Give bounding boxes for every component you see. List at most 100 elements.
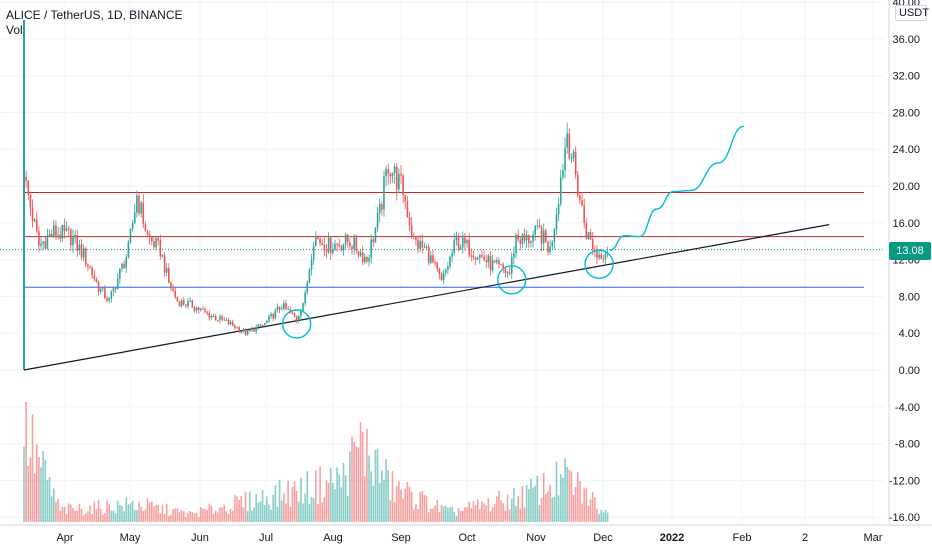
volume-bar: [306, 471, 309, 522]
volume-bar: [359, 422, 362, 522]
candle-body: [447, 266, 449, 270]
candle-body: [65, 228, 68, 231]
volume-bar: [246, 510, 249, 522]
volume-bar: [545, 494, 547, 522]
candle-body: [53, 225, 55, 236]
volume-bar: [329, 467, 332, 522]
candle-body: [496, 260, 498, 263]
candle-body: [370, 239, 372, 258]
price-tick-label: 24.00: [892, 144, 920, 156]
candle-body: [536, 225, 539, 227]
volume-bar: [168, 516, 170, 522]
candle-body: [182, 300, 185, 305]
candle-body: [376, 213, 379, 229]
time-tick-label: Feb: [733, 532, 752, 544]
candle-body: [553, 229, 556, 242]
candle-body: [144, 224, 147, 232]
volume-bar: [234, 495, 236, 522]
candle-body: [346, 234, 349, 243]
candle-body: [534, 225, 536, 235]
volume-bar: [378, 482, 381, 522]
volume-bar: [174, 508, 177, 522]
volume-bar: [476, 499, 479, 522]
candle-body: [55, 225, 57, 236]
candle-body: [398, 173, 400, 190]
candle-body: [257, 324, 260, 328]
volume-bar: [587, 505, 590, 522]
candle-body: [459, 247, 462, 250]
candle-body: [204, 309, 206, 312]
volume-bar: [180, 510, 183, 522]
volume-bar: [500, 500, 502, 522]
price-tick-label: -8.00: [895, 439, 920, 451]
volume-bar: [165, 503, 168, 522]
candle-body: [391, 173, 394, 177]
volume-bar: [323, 497, 326, 522]
volume-bar: [376, 448, 379, 522]
candle-body: [99, 288, 102, 292]
candle-body: [244, 329, 247, 335]
volume-bar: [404, 488, 407, 522]
candle-body: [123, 263, 125, 268]
volume-bar: [76, 510, 79, 522]
candle-body: [332, 249, 334, 253]
candle-body: [591, 239, 594, 250]
volume-bar: [402, 498, 404, 522]
candle-body: [61, 225, 64, 239]
volume-bar: [23, 446, 25, 522]
candle-body: [432, 255, 434, 263]
candle-body: [106, 298, 108, 301]
volume-bar: [395, 486, 398, 522]
candle-body: [285, 303, 287, 309]
candle-body: [551, 241, 554, 247]
volume-bar: [366, 428, 368, 522]
candle-body: [63, 225, 66, 231]
volume-bar: [542, 472, 545, 522]
candle-body: [479, 254, 481, 258]
candle-body: [472, 255, 475, 258]
candle-body: [178, 301, 181, 307]
volume-bar: [583, 488, 585, 522]
candle-body: [315, 237, 317, 246]
volume-bar: [274, 485, 277, 522]
candle-body: [89, 266, 91, 268]
candle-body: [163, 255, 166, 273]
candle-body: [187, 301, 189, 307]
volume-bar: [493, 503, 496, 522]
volume-bar: [278, 479, 281, 522]
volume-bar: [223, 504, 226, 522]
volume-bar: [434, 505, 436, 522]
candle-body: [353, 237, 355, 250]
volume-bar: [102, 514, 104, 522]
candle-body: [274, 309, 277, 319]
volume-bar: [466, 507, 468, 522]
projection-path: [609, 125, 745, 252]
candle-body: [231, 321, 234, 326]
volume-bar: [412, 509, 415, 522]
volume-bar: [31, 414, 34, 522]
volume-bar: [570, 471, 573, 522]
candle-body: [119, 268, 121, 279]
candle-body: [436, 262, 439, 269]
volume-bar: [276, 506, 279, 522]
volume-bar: [438, 512, 441, 522]
volume-bar: [536, 475, 539, 522]
candle-body: [170, 282, 172, 289]
volume-bar: [510, 499, 513, 522]
candle-body: [408, 216, 411, 226]
candle-body: [481, 254, 483, 257]
volume-bar: [425, 496, 428, 522]
candle-body: [577, 174, 579, 196]
candle-body: [246, 330, 249, 335]
volume-bar: [238, 499, 240, 522]
volume-bar: [95, 509, 98, 522]
volume-bar: [525, 484, 528, 522]
volume-bar: [559, 474, 562, 522]
volume-bar: [468, 501, 470, 522]
volume-bar: [148, 502, 151, 522]
candle-body: [579, 195, 581, 201]
time-tick-label: 2: [802, 532, 808, 544]
volume-bar: [334, 489, 336, 522]
volume-bar: [208, 503, 211, 522]
candle-body: [219, 316, 221, 321]
